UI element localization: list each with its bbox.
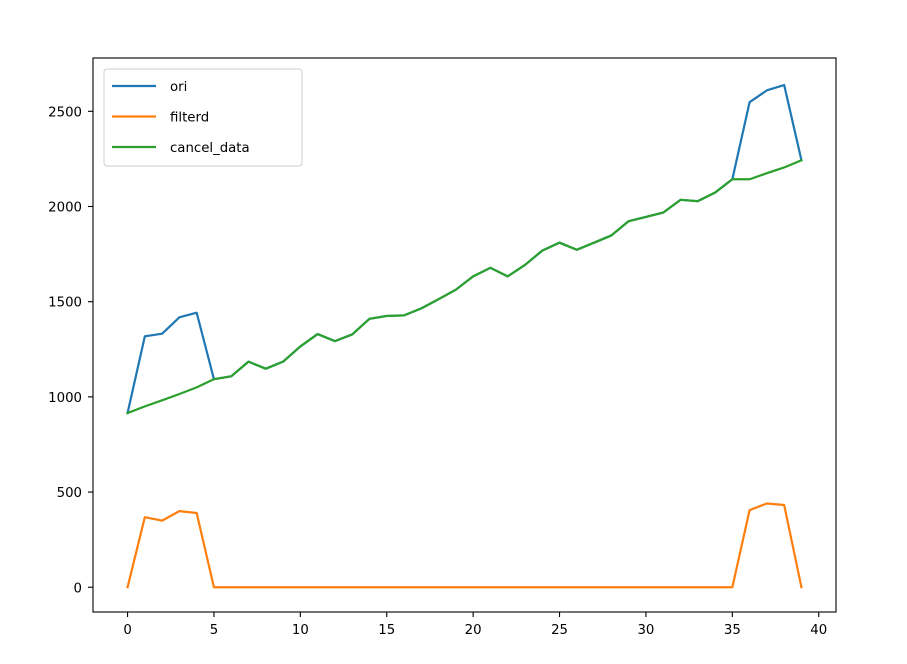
x-tick-label: 20 xyxy=(465,623,482,638)
legend: ori filterd cancel_data xyxy=(103,68,303,167)
y-tick-label: 1000 xyxy=(48,391,82,406)
legend-label-filterd: filterd xyxy=(170,111,209,126)
x-tick-label: 30 xyxy=(637,623,654,638)
legend-label-ori: ori xyxy=(170,80,187,95)
axes-spines xyxy=(92,57,837,613)
x-tick-label: 35 xyxy=(724,623,741,638)
axes-frame xyxy=(92,57,837,613)
x-tick-label: 10 xyxy=(292,623,309,638)
y-axis: 0 500 1000 1500 2000 2500 xyxy=(48,105,93,596)
x-tick-label: 5 xyxy=(210,623,218,638)
y-tick-label: 500 xyxy=(57,486,82,501)
y-tick-label: 1500 xyxy=(48,296,82,311)
x-tick-label: 25 xyxy=(551,623,568,638)
y-tick-label: 0 xyxy=(74,581,82,596)
legend-box xyxy=(103,68,303,167)
series-layer xyxy=(126,83,803,589)
y-tick-label: 2000 xyxy=(48,200,82,215)
series-line-filterd xyxy=(126,502,803,589)
legend-label-cancel-data: cancel_data xyxy=(170,141,250,156)
x-axis: 0 5 10 15 20 25 30 35 40 xyxy=(123,612,827,638)
x-tick-label: 40 xyxy=(810,623,827,638)
x-tick-label: 15 xyxy=(378,623,395,638)
y-tick-label: 2500 xyxy=(48,105,82,120)
x-tick-label: 0 xyxy=(123,623,131,638)
series-line-cancel-data xyxy=(126,158,803,415)
